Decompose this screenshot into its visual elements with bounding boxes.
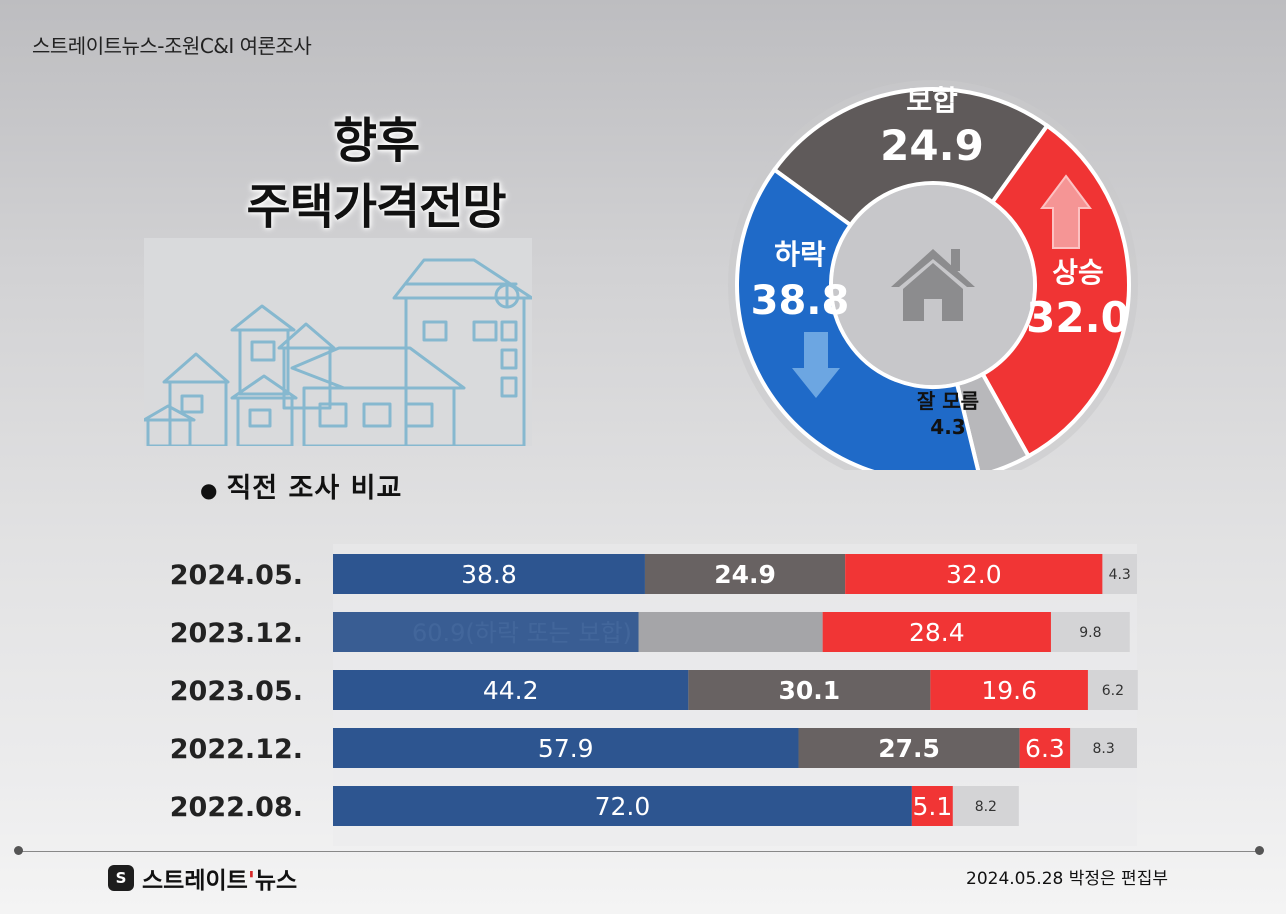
bar-up	[930, 670, 1088, 710]
bar-down	[333, 728, 799, 768]
bar-value-label: 30.1	[779, 676, 841, 705]
bar-value-label: 44.2	[483, 676, 539, 705]
bar-value-label: 5.1	[912, 792, 952, 821]
bar-value-label: 4.3	[1109, 567, 1131, 583]
title-line-1: 향후	[332, 113, 420, 169]
bar-up	[911, 786, 953, 826]
donut-category-label: 보합	[906, 84, 958, 117]
footer-rule	[18, 851, 1260, 852]
donut-value-label: 32.0	[1026, 293, 1130, 342]
rule-end-left	[14, 846, 23, 855]
down-arrow-icon	[792, 332, 840, 398]
page-title: 향후 주택가격전망	[186, 108, 566, 240]
bar-value-label: 8.2	[975, 799, 997, 815]
bar-unknown	[1050, 612, 1130, 652]
bar-category-label: 2023.12.	[170, 618, 303, 649]
bar-up	[822, 612, 1051, 652]
bar-value-label: 19.6	[981, 676, 1037, 705]
title-line-2: 주택가격전망	[246, 179, 507, 235]
bar-down	[333, 786, 912, 826]
bar-unknown	[1070, 728, 1137, 768]
donut-category-label: 잘 모름	[917, 389, 979, 413]
donut-category-label: 하락	[774, 238, 826, 271]
section-heading: ● 직전 조사 비교	[200, 466, 402, 505]
slice-hold	[771, 87, 1050, 228]
bar-value-label: 9.8	[1079, 625, 1101, 641]
bar-value-label: 28.4	[909, 618, 965, 647]
slice-down	[735, 166, 981, 470]
bar-hold	[798, 728, 1020, 768]
up-arrow-icon	[1040, 174, 1092, 249]
donut-category-label: 상승	[1052, 256, 1104, 289]
bar-value-label: 24.9	[714, 560, 776, 589]
survey-source: 스트레이트뉴스-조원C&I 여론조사	[32, 34, 312, 58]
bar-value-label: 38.8	[461, 560, 517, 589]
section-title: 직전 조사 비교	[226, 473, 403, 504]
bullet-icon: ●	[200, 477, 219, 502]
byline: 2024.05.28 박정은 편집부	[966, 869, 1168, 889]
bar-unknown	[952, 786, 1019, 826]
logo: S 스트레이트'뉴스	[108, 861, 297, 895]
house-icon	[891, 249, 975, 321]
bar-category-label: 2022.12.	[170, 734, 303, 765]
bar-up	[1019, 728, 1071, 768]
bar-value-label: 57.9	[538, 734, 594, 763]
bar-unknown	[1102, 554, 1137, 594]
logo-icon: S	[108, 865, 134, 891]
bar-value-label: 32.0	[946, 560, 1002, 589]
bar-down	[333, 670, 689, 710]
bar-up	[845, 554, 1103, 594]
bar-value-label: 6.2	[1102, 683, 1124, 699]
slice-up	[979, 122, 1131, 459]
donut-value-label: 4.3	[930, 415, 965, 439]
bar-value-label: 6.3	[1025, 734, 1065, 763]
bar-unknown	[1087, 670, 1138, 710]
bar-down-or-hold-shade	[333, 612, 639, 652]
donut-value-label: 38.8	[751, 278, 850, 324]
bar-category-label: 2023.05.	[170, 676, 303, 707]
donut-value-label: 24.9	[880, 121, 984, 170]
bar-value-label: 72.0	[595, 792, 651, 821]
rule-end-right	[1255, 846, 1264, 855]
houses-illustration	[144, 238, 532, 446]
bar-value-label: 27.5	[878, 734, 940, 763]
donut-chart: 보합 24.9 상승 32.0 잘 모름4.3 하락 38.8	[728, 80, 1138, 470]
bar-value-label: 8.3	[1093, 741, 1115, 757]
bar-category-label: 2022.08.	[170, 792, 303, 823]
bar-hold	[688, 670, 931, 710]
bar-category-label: 2024.05.	[170, 560, 303, 591]
bar-hold	[644, 554, 846, 594]
bar-down	[333, 554, 645, 594]
